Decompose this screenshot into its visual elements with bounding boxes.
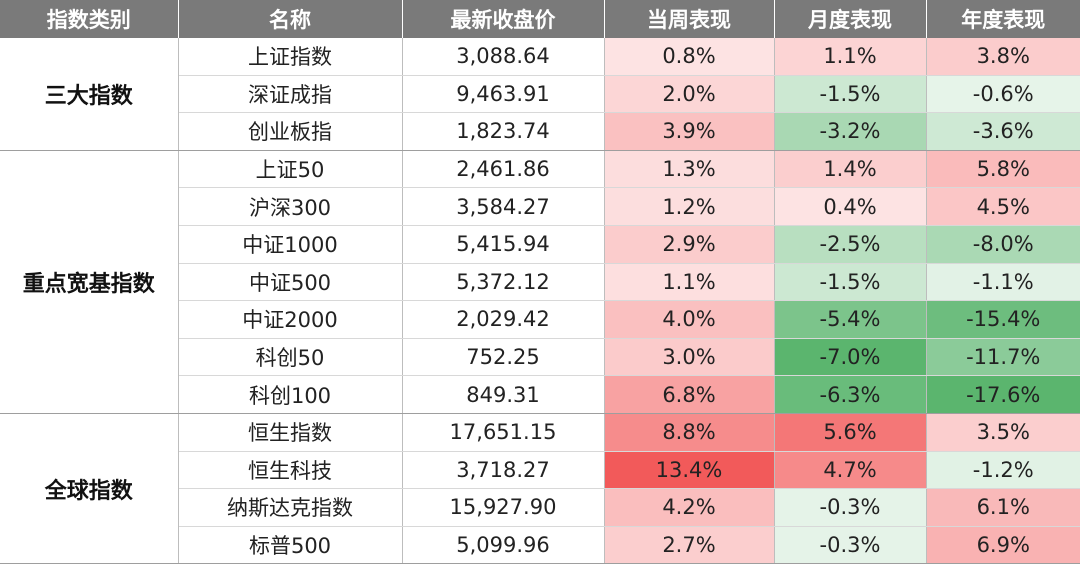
week-change-cell: 13.4% bbox=[604, 451, 775, 490]
category-cell: 重点宽基指数 bbox=[0, 150, 179, 414]
table-row: 创业板指 1,823.74 3.9% -3.2% -3.6% bbox=[0, 112, 1080, 151]
index-name-cell: 科创50 bbox=[178, 338, 403, 377]
index-name-cell: 恒生指数 bbox=[178, 413, 403, 452]
week-change-cell: 1.3% bbox=[604, 150, 775, 189]
year-change-cell: -0.6% bbox=[926, 75, 1080, 114]
close-price-cell: 15,927.90 bbox=[402, 488, 605, 527]
week-change-cell: 2.0% bbox=[604, 75, 775, 114]
month-change-cell: -7.0% bbox=[774, 338, 927, 377]
close-price-cell: 3,088.64 bbox=[402, 38, 605, 76]
table-row: 中证1000 5,415.94 2.9% -2.5% -8.0% bbox=[0, 225, 1080, 264]
index-name-cell: 上证指数 bbox=[178, 38, 403, 76]
month-change-cell: 4.7% bbox=[774, 451, 927, 490]
year-change-cell: 6.9% bbox=[926, 526, 1080, 564]
close-price-cell: 2,029.42 bbox=[402, 300, 605, 339]
table-row: 深证成指 9,463.91 2.0% -1.5% -0.6% bbox=[0, 75, 1080, 114]
close-price-cell: 2,461.86 bbox=[402, 150, 605, 189]
week-change-cell: 2.7% bbox=[604, 526, 775, 564]
month-change-cell: 0.4% bbox=[774, 187, 927, 226]
week-change-cell: 6.8% bbox=[604, 375, 775, 414]
header-close: 最新收盘价 bbox=[402, 0, 605, 38]
index-name-cell: 恒生科技 bbox=[178, 451, 403, 490]
week-change-cell: 3.0% bbox=[604, 338, 775, 377]
week-change-cell: 0.8% bbox=[604, 38, 775, 76]
table-row: 标普500 5,099.96 2.7% -0.3% 6.9% bbox=[0, 526, 1080, 564]
header-name: 名称 bbox=[178, 0, 403, 38]
year-change-cell: -1.2% bbox=[926, 451, 1080, 490]
year-change-cell: -17.6% bbox=[926, 375, 1080, 414]
index-name-cell: 沪深300 bbox=[178, 187, 403, 226]
close-price-cell: 3,718.27 bbox=[402, 451, 605, 490]
month-change-cell: -1.5% bbox=[774, 263, 927, 302]
table-row: 纳斯达克指数 15,927.90 4.2% -0.3% 6.1% bbox=[0, 488, 1080, 527]
month-change-cell: -3.2% bbox=[774, 112, 927, 151]
header-year: 年度表现 bbox=[926, 0, 1080, 38]
month-change-cell: -0.3% bbox=[774, 526, 927, 564]
header-category: 指数类别 bbox=[0, 0, 179, 38]
table-row: 恒生科技 3,718.27 13.4% 4.7% -1.2% bbox=[0, 451, 1080, 490]
year-change-cell: 5.8% bbox=[926, 150, 1080, 189]
year-change-cell: 6.1% bbox=[926, 488, 1080, 527]
table-row: 全球指数 恒生指数 17,651.15 8.8% 5.6% 3.5% bbox=[0, 413, 1080, 564]
index-name-cell: 中证500 bbox=[178, 263, 403, 302]
year-change-cell: -8.0% bbox=[926, 225, 1080, 264]
month-change-cell: -2.5% bbox=[774, 225, 927, 264]
index-name-cell: 纳斯达克指数 bbox=[178, 488, 403, 527]
header-row: 指数类别 名称 最新收盘价 当周表现 月度表现 年度表现 bbox=[0, 0, 1080, 38]
category-cell: 全球指数 bbox=[0, 413, 179, 564]
header-month: 月度表现 bbox=[774, 0, 927, 38]
table-row: 科创50 752.25 3.0% -7.0% -11.7% bbox=[0, 338, 1080, 377]
year-change-cell: 3.8% bbox=[926, 38, 1080, 76]
month-change-cell: 1.4% bbox=[774, 150, 927, 189]
month-change-cell: -5.4% bbox=[774, 300, 927, 339]
week-change-cell: 4.2% bbox=[604, 488, 775, 527]
index-name-cell: 标普500 bbox=[178, 526, 403, 564]
header-week: 当周表现 bbox=[604, 0, 775, 38]
close-price-cell: 9,463.91 bbox=[402, 75, 605, 114]
year-change-cell: 4.5% bbox=[926, 187, 1080, 226]
close-price-cell: 5,415.94 bbox=[402, 225, 605, 264]
close-price-cell: 752.25 bbox=[402, 338, 605, 377]
index-name-cell: 科创100 bbox=[178, 375, 403, 414]
close-price-cell: 1,823.74 bbox=[402, 112, 605, 151]
table-row: 中证2000 2,029.42 4.0% -5.4% -15.4% bbox=[0, 300, 1080, 339]
week-change-cell: 2.9% bbox=[604, 225, 775, 264]
month-change-cell: 5.6% bbox=[774, 413, 927, 452]
week-change-cell: 4.0% bbox=[604, 300, 775, 339]
week-change-cell: 1.1% bbox=[604, 263, 775, 302]
year-change-cell: -15.4% bbox=[926, 300, 1080, 339]
close-price-cell: 5,099.96 bbox=[402, 526, 605, 564]
month-change-cell: -0.3% bbox=[774, 488, 927, 527]
table-row: 科创100 849.31 6.8% -6.3% -17.6% bbox=[0, 375, 1080, 414]
index-name-cell: 中证1000 bbox=[178, 225, 403, 264]
table-row: 三大指数 上证指数 3,088.64 0.8% 1.1% 3.8% bbox=[0, 38, 1080, 151]
month-change-cell: 1.1% bbox=[774, 38, 927, 76]
index-name-cell: 中证2000 bbox=[178, 300, 403, 339]
week-change-cell: 8.8% bbox=[604, 413, 775, 452]
table-row: 中证500 5,372.12 1.1% -1.5% -1.1% bbox=[0, 263, 1080, 302]
year-change-cell: -1.1% bbox=[926, 263, 1080, 302]
close-price-cell: 5,372.12 bbox=[402, 263, 605, 302]
index-name-cell: 上证50 bbox=[178, 150, 403, 189]
table-row: 沪深300 3,584.27 1.2% 0.4% 4.5% bbox=[0, 187, 1080, 226]
close-price-cell: 849.31 bbox=[402, 375, 605, 414]
index-name-cell: 创业板指 bbox=[178, 112, 403, 151]
month-change-cell: -6.3% bbox=[774, 375, 927, 414]
year-change-cell: -3.6% bbox=[926, 112, 1080, 151]
close-price-cell: 3,584.27 bbox=[402, 187, 605, 226]
year-change-cell: 3.5% bbox=[926, 413, 1080, 452]
table-body: 三大指数 上证指数 3,088.64 0.8% 1.1% 3.8% 深证成指 9,463.91… bbox=[0, 38, 1080, 564]
year-change-cell: -11.7% bbox=[926, 338, 1080, 377]
week-change-cell: 1.2% bbox=[604, 187, 775, 226]
week-change-cell: 3.9% bbox=[604, 112, 775, 151]
index-name-cell: 深证成指 bbox=[178, 75, 403, 114]
table-row: 重点宽基指数 上证50 2,461.86 1.3% 1.4% 5.8% bbox=[0, 150, 1080, 414]
month-change-cell: -1.5% bbox=[774, 75, 927, 114]
close-price-cell: 17,651.15 bbox=[402, 413, 605, 452]
category-cell: 三大指数 bbox=[0, 38, 179, 151]
